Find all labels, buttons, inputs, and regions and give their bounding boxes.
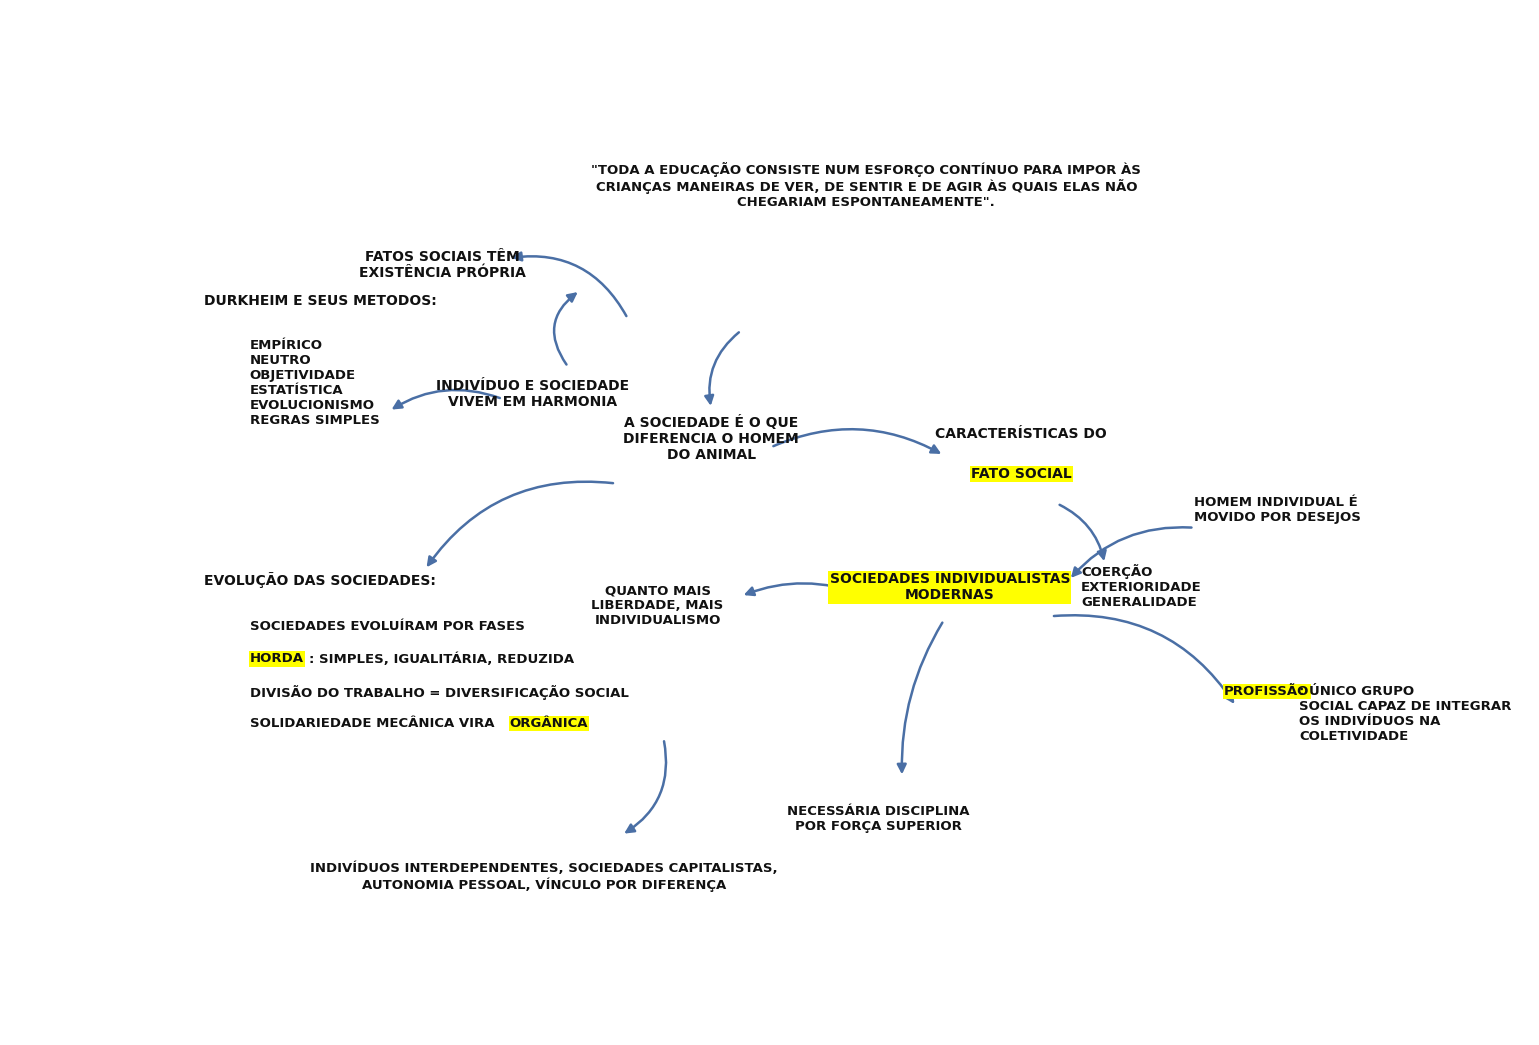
Text: QUANTO MAIS
LIBERDADE, MAIS
INDIVIDUALISMO: QUANTO MAIS LIBERDADE, MAIS INDIVIDUALIS… <box>591 584 723 627</box>
Text: "TODA A EDUCAÇÃO CONSISTE NUM ESFORÇO CONTÍNUO PARA IMPOR ÀS
CRIANÇAS MANEIRAS D: "TODA A EDUCAÇÃO CONSISTE NUM ESFORÇO CO… <box>591 162 1142 209</box>
Text: SOCIEDADES INDIVIDUALISTAS
MODERNAS: SOCIEDADES INDIVIDUALISTAS MODERNAS <box>830 572 1070 602</box>
Text: HOMEM INDIVIDUAL É
MOVIDO POR DESEJOS: HOMEM INDIVIDUAL É MOVIDO POR DESEJOS <box>1194 495 1360 524</box>
Text: ORGÂNICA: ORGÂNICA <box>509 717 588 729</box>
Text: INDIVÍDUO E SOCIEDADE
VIVEM EM HARMONIA: INDIVÍDUO E SOCIEDADE VIVEM EM HARMONIA <box>436 379 629 409</box>
Text: DURKHEIM E SEUS METODOS:: DURKHEIM E SEUS METODOS: <box>205 295 437 308</box>
Text: EVOLUÇÃO DAS SOCIEDADES:: EVOLUÇÃO DAS SOCIEDADES: <box>205 572 436 588</box>
Text: DIVISÃO DO TRABALHO = DIVERSIFICAÇÃO SOCIAL: DIVISÃO DO TRABALHO = DIVERSIFICAÇÃO SOC… <box>249 684 628 700</box>
Text: SOCIEDADES EVOLUÍRAM POR FASES: SOCIEDADES EVOLUÍRAM POR FASES <box>249 621 525 633</box>
Text: SOLIDARIEDADE MECÂNICA VIRA: SOLIDARIEDADE MECÂNICA VIRA <box>249 717 499 729</box>
Text: PROFISSÃO: PROFISSÃO <box>1224 684 1310 698</box>
Text: : ÚNICO GRUPO
SOCIAL CAPAZ DE INTEGRAR
OS INDIVÍDUOS NA
COLETIVIDADE: : ÚNICO GRUPO SOCIAL CAPAZ DE INTEGRAR O… <box>1299 684 1511 743</box>
Text: EMPÍRICO
NEUTRO
OBJETIVIDADE
ESTATÍSTICA
EVOLUCIONISMO
REGRAS SIMPLES: EMPÍRICO NEUTRO OBJETIVIDADE ESTATÍSTICA… <box>249 339 380 426</box>
Text: : SIMPLES, IGUALITÁRIA, REDUZIDA: : SIMPLES, IGUALITÁRIA, REDUZIDA <box>309 652 574 666</box>
Text: INDIVÍDUOS INTERDEPENDENTES, SOCIEDADES CAPITALISTAS,
AUTONOMIA PESSOAL, VÍNCULO: INDIVÍDUOS INTERDEPENDENTES, SOCIEDADES … <box>311 862 779 892</box>
Text: COERÇÃO
EXTERIORIDADE
GENERALIDADE: COERÇÃO EXTERIORIDADE GENERALIDADE <box>1080 564 1202 609</box>
Text: HORDA: HORDA <box>249 652 303 666</box>
Text: A SOCIEDADE É O QUE
DIFERENCIA O HOMEM
DO ANIMAL: A SOCIEDADE É O QUE DIFERENCIA O HOMEM D… <box>623 415 799 463</box>
Text: NECESSÁRIA DISCIPLINA
POR FORÇA SUPERIOR: NECESSÁRIA DISCIPLINA POR FORÇA SUPERIOR <box>786 806 970 833</box>
Text: FATOS SOCIAIS TÊM
EXISTÊNCIA PRÓPRIA: FATOS SOCIAIS TÊM EXISTÊNCIA PRÓPRIA <box>360 250 526 280</box>
Text: FATO SOCIAL: FATO SOCIAL <box>971 467 1071 482</box>
Text: CARACTERÍSTICAS DO: CARACTERÍSTICAS DO <box>936 427 1107 441</box>
